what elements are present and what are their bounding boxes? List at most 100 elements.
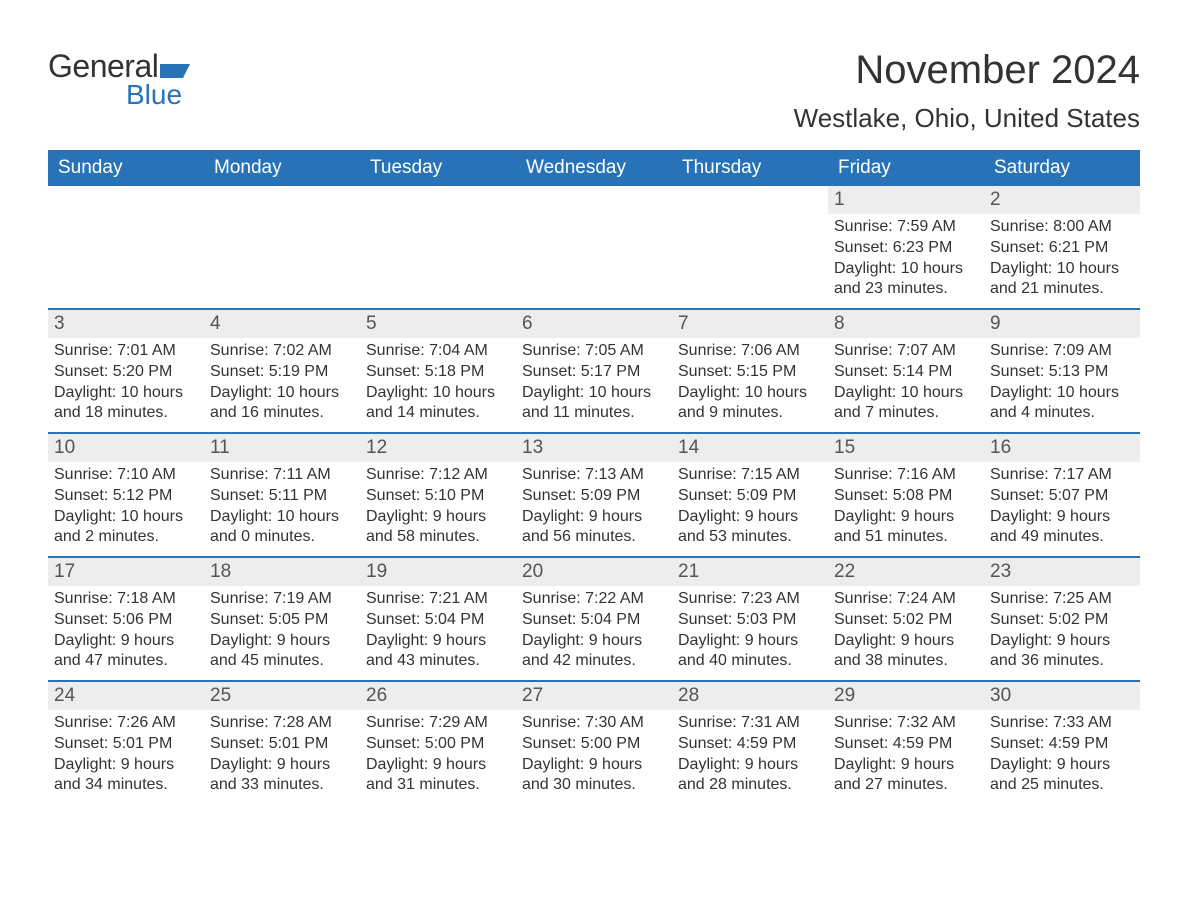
logo: General Blue: [48, 48, 190, 111]
daylight-line: Daylight: 9 hours and 33 minutes.: [210, 755, 354, 795]
sunset-line: Sunset: 5:20 PM: [54, 362, 198, 382]
day-cell: 13Sunrise: 7:13 AMSunset: 5:09 PMDayligh…: [516, 434, 672, 556]
sunset-line: Sunset: 5:00 PM: [366, 734, 510, 754]
sunrise-line: Sunrise: 7:33 AM: [990, 713, 1134, 733]
day-cell: .: [48, 186, 204, 308]
day-cell: 28Sunrise: 7:31 AMSunset: 4:59 PMDayligh…: [672, 682, 828, 804]
day-number: 11: [204, 434, 360, 462]
daylight-line: Daylight: 9 hours and 53 minutes.: [678, 507, 822, 547]
day-number: 2: [984, 186, 1140, 214]
sunrise-line: Sunrise: 8:00 AM: [990, 217, 1134, 237]
day-cell: 21Sunrise: 7:23 AMSunset: 5:03 PMDayligh…: [672, 558, 828, 680]
day-body: Sunrise: 7:29 AMSunset: 5:00 PMDaylight:…: [360, 710, 516, 802]
sunrise-line: Sunrise: 7:28 AM: [210, 713, 354, 733]
day-body: Sunrise: 7:21 AMSunset: 5:04 PMDaylight:…: [360, 586, 516, 678]
daylight-line: Daylight: 10 hours and 7 minutes.: [834, 383, 978, 423]
day-body: Sunrise: 7:11 AMSunset: 5:11 PMDaylight:…: [204, 462, 360, 554]
day-body: Sunrise: 7:28 AMSunset: 5:01 PMDaylight:…: [204, 710, 360, 802]
sunset-line: Sunset: 5:13 PM: [990, 362, 1134, 382]
title-block: November 2024 Westlake, Ohio, United Sta…: [794, 48, 1140, 144]
sunrise-line: Sunrise: 7:26 AM: [54, 713, 198, 733]
weekday-header: Wednesday: [516, 150, 672, 186]
day-number: 20: [516, 558, 672, 586]
sunrise-line: Sunrise: 7:01 AM: [54, 341, 198, 361]
day-body: Sunrise: 7:05 AMSunset: 5:17 PMDaylight:…: [516, 338, 672, 430]
sunset-line: Sunset: 6:21 PM: [990, 238, 1134, 258]
day-number: 28: [672, 682, 828, 710]
day-body: Sunrise: 7:12 AMSunset: 5:10 PMDaylight:…: [360, 462, 516, 554]
day-cell: 11Sunrise: 7:11 AMSunset: 5:11 PMDayligh…: [204, 434, 360, 556]
sunrise-line: Sunrise: 7:11 AM: [210, 465, 354, 485]
day-body: Sunrise: 7:17 AMSunset: 5:07 PMDaylight:…: [984, 462, 1140, 554]
day-number: 26: [360, 682, 516, 710]
daylight-line: Daylight: 9 hours and 47 minutes.: [54, 631, 198, 671]
weekday-header: Tuesday: [360, 150, 516, 186]
day-body: Sunrise: 7:13 AMSunset: 5:09 PMDaylight:…: [516, 462, 672, 554]
sunset-line: Sunset: 5:02 PM: [990, 610, 1134, 630]
week-row: 10Sunrise: 7:10 AMSunset: 5:12 PMDayligh…: [48, 432, 1140, 556]
sunset-line: Sunset: 5:19 PM: [210, 362, 354, 382]
sunset-line: Sunset: 5:01 PM: [210, 734, 354, 754]
sunrise-line: Sunrise: 7:59 AM: [834, 217, 978, 237]
day-cell: 18Sunrise: 7:19 AMSunset: 5:05 PMDayligh…: [204, 558, 360, 680]
day-body: Sunrise: 7:26 AMSunset: 5:01 PMDaylight:…: [48, 710, 204, 802]
sunset-line: Sunset: 6:23 PM: [834, 238, 978, 258]
weekday-header: Friday: [828, 150, 984, 186]
sunrise-line: Sunrise: 7:17 AM: [990, 465, 1134, 485]
weekday-header-row: Sunday Monday Tuesday Wednesday Thursday…: [48, 150, 1140, 186]
day-cell: 2Sunrise: 8:00 AMSunset: 6:21 PMDaylight…: [984, 186, 1140, 308]
sunset-line: Sunset: 4:59 PM: [678, 734, 822, 754]
sunset-line: Sunset: 5:15 PM: [678, 362, 822, 382]
daylight-line: Daylight: 9 hours and 42 minutes.: [522, 631, 666, 671]
daylight-line: Daylight: 9 hours and 56 minutes.: [522, 507, 666, 547]
daylight-line: Daylight: 10 hours and 18 minutes.: [54, 383, 198, 423]
day-number: 22: [828, 558, 984, 586]
day-body: Sunrise: 7:15 AMSunset: 5:09 PMDaylight:…: [672, 462, 828, 554]
day-number: 30: [984, 682, 1140, 710]
sunrise-line: Sunrise: 7:07 AM: [834, 341, 978, 361]
day-cell: 3Sunrise: 7:01 AMSunset: 5:20 PMDaylight…: [48, 310, 204, 432]
day-cell: 26Sunrise: 7:29 AMSunset: 5:00 PMDayligh…: [360, 682, 516, 804]
week-row: 24Sunrise: 7:26 AMSunset: 5:01 PMDayligh…: [48, 680, 1140, 804]
day-number: 17: [48, 558, 204, 586]
day-body: Sunrise: 7:59 AMSunset: 6:23 PMDaylight:…: [828, 214, 984, 306]
day-number: 13: [516, 434, 672, 462]
sunset-line: Sunset: 5:01 PM: [54, 734, 198, 754]
daylight-line: Daylight: 9 hours and 31 minutes.: [366, 755, 510, 795]
sunrise-line: Sunrise: 7:30 AM: [522, 713, 666, 733]
day-body: Sunrise: 7:07 AMSunset: 5:14 PMDaylight:…: [828, 338, 984, 430]
sunset-line: Sunset: 5:04 PM: [366, 610, 510, 630]
day-body: Sunrise: 7:19 AMSunset: 5:05 PMDaylight:…: [204, 586, 360, 678]
day-number: 3: [48, 310, 204, 338]
day-cell: 23Sunrise: 7:25 AMSunset: 5:02 PMDayligh…: [984, 558, 1140, 680]
daylight-line: Daylight: 10 hours and 9 minutes.: [678, 383, 822, 423]
day-cell: 7Sunrise: 7:06 AMSunset: 5:15 PMDaylight…: [672, 310, 828, 432]
sunset-line: Sunset: 5:07 PM: [990, 486, 1134, 506]
daylight-line: Daylight: 9 hours and 25 minutes.: [990, 755, 1134, 795]
sunrise-line: Sunrise: 7:10 AM: [54, 465, 198, 485]
day-cell: 27Sunrise: 7:30 AMSunset: 5:00 PMDayligh…: [516, 682, 672, 804]
day-body: Sunrise: 7:10 AMSunset: 5:12 PMDaylight:…: [48, 462, 204, 554]
day-body: Sunrise: 7:09 AMSunset: 5:13 PMDaylight:…: [984, 338, 1140, 430]
daylight-line: Daylight: 10 hours and 11 minutes.: [522, 383, 666, 423]
sunset-line: Sunset: 5:17 PM: [522, 362, 666, 382]
daylight-line: Daylight: 10 hours and 0 minutes.: [210, 507, 354, 547]
sunset-line: Sunset: 5:09 PM: [522, 486, 666, 506]
day-number: 21: [672, 558, 828, 586]
day-cell: 1Sunrise: 7:59 AMSunset: 6:23 PMDaylight…: [828, 186, 984, 308]
weekday-header: Sunday: [48, 150, 204, 186]
sunset-line: Sunset: 5:12 PM: [54, 486, 198, 506]
day-number: 8: [828, 310, 984, 338]
day-cell: 4Sunrise: 7:02 AMSunset: 5:19 PMDaylight…: [204, 310, 360, 432]
day-number: 23: [984, 558, 1140, 586]
day-body: Sunrise: 7:06 AMSunset: 5:15 PMDaylight:…: [672, 338, 828, 430]
day-body: Sunrise: 7:23 AMSunset: 5:03 PMDaylight:…: [672, 586, 828, 678]
weekday-header: Monday: [204, 150, 360, 186]
daylight-line: Daylight: 9 hours and 43 minutes.: [366, 631, 510, 671]
sunrise-line: Sunrise: 7:29 AM: [366, 713, 510, 733]
day-body: Sunrise: 7:01 AMSunset: 5:20 PMDaylight:…: [48, 338, 204, 430]
sunset-line: Sunset: 5:14 PM: [834, 362, 978, 382]
sunset-line: Sunset: 5:06 PM: [54, 610, 198, 630]
daylight-line: Daylight: 10 hours and 14 minutes.: [366, 383, 510, 423]
sunrise-line: Sunrise: 7:24 AM: [834, 589, 978, 609]
